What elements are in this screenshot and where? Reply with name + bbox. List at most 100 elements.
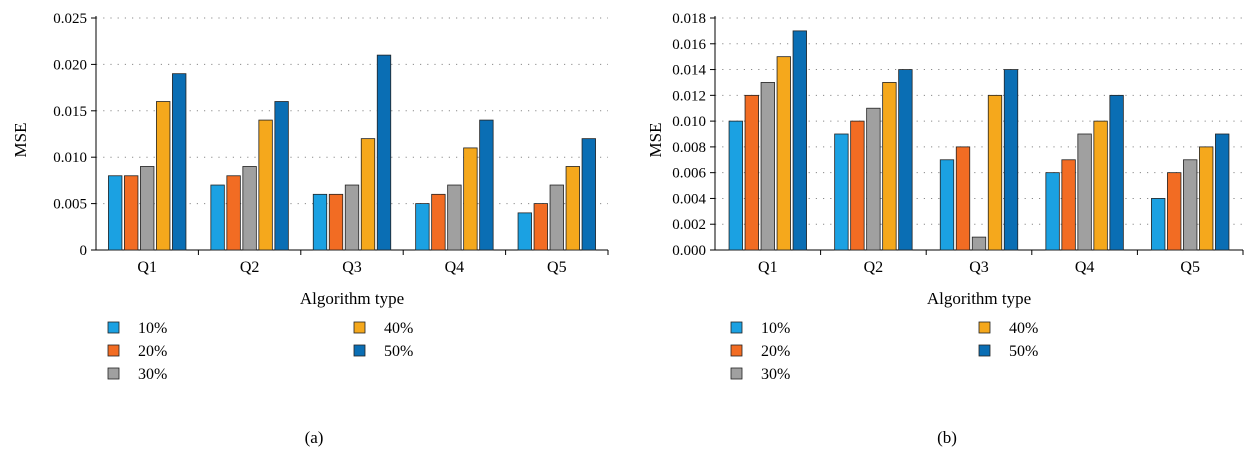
- bar-q2-50pct: [898, 69, 913, 251]
- bar-q1-10pct: [728, 120, 743, 251]
- chart-panel-a: 0 0.005 0.010 0.015 0.020 0.025 MSE Q1 Q2 Q3 Q4 Q5 A…: [11, 11, 609, 447]
- bar-q4-10pct: [415, 203, 430, 251]
- y-axis-title: MSE: [646, 123, 665, 158]
- bar-q5-50pct: [581, 138, 596, 251]
- legend-label: 20%: [138, 343, 167, 360]
- y-tick-label: 0.014: [672, 63, 706, 79]
- x-tick-label: Q1: [758, 259, 778, 276]
- y-tick-label: 0.010: [672, 114, 706, 130]
- y-tick-label: 0.002: [672, 217, 706, 233]
- x-tick-label: Q4: [445, 259, 465, 276]
- bar-q4-10pct: [1045, 172, 1060, 251]
- y-tick-label: 0: [80, 243, 88, 259]
- bar-q1-50pct: [792, 30, 807, 251]
- bar-q2-40pct: [258, 119, 273, 251]
- legend-label: 30%: [761, 366, 790, 383]
- legend-swatch: [730, 321, 743, 334]
- legend-label: 40%: [1009, 320, 1038, 337]
- bar-q1-50pct: [172, 73, 187, 251]
- x-axis-title: Algorithm type: [927, 289, 1031, 308]
- bar-chart-a: 0 0.005 0.010 0.015 0.020 0.025 MSE Q1 Q2 Q3 Q4 Q5 A…: [11, 11, 609, 447]
- bar-q4-20pct: [1061, 159, 1076, 251]
- legend-swatch: [978, 321, 991, 334]
- y-axis-title: MSE: [11, 123, 30, 158]
- bar-q3-20pct: [955, 146, 971, 251]
- bar-q3-40pct: [360, 138, 376, 251]
- bar-q3-30pct: [344, 184, 360, 251]
- bar-q2-40pct: [882, 82, 897, 251]
- y-tick-label: 0.008: [672, 140, 706, 156]
- bar-q5-20pct: [1167, 172, 1182, 251]
- bar-q3-30pct: [971, 236, 987, 251]
- x-tick-label: Q2: [864, 259, 884, 276]
- bar-q4-50pct: [1109, 94, 1124, 251]
- bar-q5-30pct: [1183, 159, 1198, 251]
- panel-caption: (a): [305, 428, 324, 447]
- y-tick-label: 0.016: [672, 37, 706, 53]
- bar-q2-10pct: [210, 184, 225, 251]
- y-tick-label: 0.004: [672, 191, 706, 207]
- legend-label: 30%: [138, 366, 167, 383]
- x-tick-label: Q5: [547, 259, 567, 276]
- y-tick-label: 0.025: [53, 11, 87, 27]
- bar-q5-40pct: [565, 166, 580, 251]
- bar-q4-30pct: [1077, 133, 1092, 251]
- y-tick-label: 0.010: [53, 150, 87, 166]
- bar-q2-10pct: [834, 133, 849, 251]
- bar-q1-20pct: [124, 175, 139, 251]
- x-tick-label: Q2: [240, 259, 260, 276]
- x-tick-label: Q3: [342, 259, 362, 276]
- legend-label: 40%: [384, 320, 413, 337]
- bar-q5-10pct: [1151, 198, 1166, 251]
- panel-caption: (b): [937, 428, 957, 447]
- bar-q3-20pct: [328, 193, 344, 251]
- legend-label: 50%: [1009, 343, 1038, 360]
- bar-q2-50pct: [274, 101, 289, 251]
- bar-q5-20pct: [533, 203, 548, 251]
- legend-label: 10%: [138, 320, 167, 337]
- bar-q1-10pct: [108, 175, 123, 251]
- y-tick-label: 0.015: [53, 104, 87, 120]
- legend-swatch: [978, 344, 991, 357]
- legend-swatch: [730, 367, 743, 380]
- bar-q3-50pct: [376, 54, 392, 251]
- bar-q4-40pct: [463, 147, 478, 251]
- bar-q2-20pct: [226, 175, 241, 251]
- bar-q3-40pct: [987, 94, 1003, 251]
- y-tick-label: 0.018: [672, 11, 706, 27]
- bar-q1-40pct: [156, 101, 171, 251]
- bar-q4-30pct: [447, 184, 462, 251]
- chart-panel-b: 0.000 0.002 0.004 0.006 0.008 0.010 0.012 0.014…: [629, 0, 1258, 449]
- legend-swatch: [107, 344, 120, 357]
- legend-label: 50%: [384, 343, 413, 360]
- y-tick-label: 0.020: [53, 57, 87, 73]
- legend-swatch: [107, 321, 120, 334]
- bar-q1-30pct: [760, 82, 775, 251]
- bar-q2-20pct: [850, 120, 865, 251]
- bar-q5-10pct: [517, 212, 532, 251]
- x-tick-label: Q1: [137, 259, 157, 276]
- bar-q3-10pct: [312, 193, 328, 251]
- bar-q3-10pct: [939, 159, 955, 251]
- bar-q5-40pct: [1199, 146, 1214, 251]
- bar-q2-30pct: [242, 166, 257, 251]
- bar-q4-50pct: [479, 119, 494, 251]
- bar-q3-50pct: [1003, 69, 1019, 251]
- bar-q5-50pct: [1215, 133, 1230, 251]
- legend-swatch: [107, 367, 120, 380]
- x-tick-label: Q5: [1180, 259, 1200, 276]
- legend-label: 10%: [761, 320, 790, 337]
- legend-swatch: [353, 344, 366, 357]
- y-tick-label: 0.012: [672, 88, 706, 104]
- bar-chart-b: 0.000 0.002 0.004 0.006 0.008 0.010 0.012 0.014…: [646, 11, 1244, 447]
- legend-swatch: [730, 344, 743, 357]
- bar-q4-40pct: [1093, 120, 1108, 251]
- y-tick-label: 0.006: [672, 166, 706, 182]
- bar-q2-30pct: [866, 107, 881, 251]
- legend-swatch: [353, 321, 366, 334]
- legend-label: 20%: [761, 343, 790, 360]
- bar-q1-40pct: [776, 56, 791, 251]
- bar-q5-30pct: [549, 184, 564, 251]
- bar-q4-20pct: [431, 193, 446, 251]
- x-tick-label: Q4: [1075, 259, 1095, 276]
